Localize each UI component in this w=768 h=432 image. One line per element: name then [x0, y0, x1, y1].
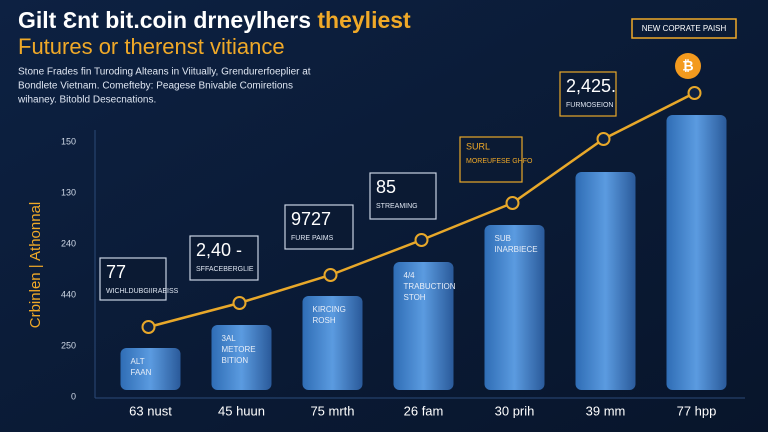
- bar-label: SUB: [495, 234, 511, 243]
- callout-value: 9727: [291, 209, 331, 229]
- bitcoin-symbol: ₿: [682, 58, 693, 74]
- bar: [120, 348, 181, 390]
- callout-caption: STREAMING: [376, 203, 418, 210]
- callout-box: [284, 204, 354, 250]
- bar-label: STOH: [404, 293, 426, 302]
- y-axis-label: 130: [61, 187, 76, 197]
- y-axis-label: 240: [61, 238, 76, 248]
- bar-label: 3AL: [222, 334, 237, 343]
- trend-point: [141, 320, 156, 334]
- x-tick-label: 39 mm: [586, 403, 626, 418]
- bar: [666, 115, 727, 390]
- trend-point: [323, 268, 338, 282]
- y-axis-label: 0: [71, 391, 76, 401]
- callout-caption: FURMOSEION: [566, 102, 613, 109]
- callout-value: SURL: [466, 141, 490, 151]
- bar: [211, 325, 272, 390]
- trend-point: [232, 296, 247, 310]
- callout-value: 2,425.: [566, 76, 616, 96]
- callout-box: [99, 257, 167, 301]
- y-axis-label: 250: [61, 340, 76, 350]
- x-tick-label: 30 prih: [495, 403, 535, 418]
- bar-label: METORE: [222, 345, 256, 354]
- callout-box: [559, 71, 617, 117]
- bar-label: ROSH: [313, 316, 336, 325]
- bar: [302, 296, 363, 390]
- bar-label: ALT: [131, 357, 145, 366]
- callout-caption: WICHLDUBGIIRAEISS: [106, 288, 179, 295]
- bar-label: FAAN: [131, 368, 152, 377]
- callout-box: [459, 136, 523, 183]
- trend-point: [414, 233, 429, 247]
- bar-label: TRABUCTION: [404, 282, 456, 291]
- bar-label: INARBIECE: [495, 245, 538, 254]
- callout-caption: FURE PAIMS: [291, 235, 334, 242]
- x-tick-label: 77 hpp: [677, 403, 717, 418]
- callout-value: 77: [106, 262, 126, 282]
- bar: [393, 262, 454, 390]
- bitcoin-icon: [675, 53, 701, 79]
- trend-point: [505, 196, 520, 210]
- callout-box: [189, 235, 259, 281]
- trend-point: [687, 86, 702, 100]
- badge: NEW COPRATE PAISH: [642, 24, 727, 33]
- bar-label: BITION: [222, 356, 249, 365]
- subtitle: wihaney. Bitobld Desecnations.: [17, 95, 156, 106]
- x-tick-label: 75 mrth: [310, 403, 354, 418]
- x-tick-label: 45 huun: [218, 403, 265, 418]
- callout-value: 2,40 -: [196, 240, 242, 260]
- bar: [484, 225, 545, 390]
- callout-value: 85: [376, 177, 396, 197]
- callout-caption: MOREUFESE GHFO: [466, 158, 533, 165]
- y-axis-label: 150: [61, 136, 76, 146]
- x-tick-label: 26 fam: [404, 403, 444, 418]
- y-axis-label: 440: [61, 289, 76, 299]
- title: Gilt Ɛnt bit.coin drneylhers theyliest: [18, 7, 411, 33]
- x-tick-label: 63 nust: [129, 403, 172, 418]
- badge-box: [631, 18, 737, 39]
- title-line2: Futures or therenst vitiance: [18, 34, 285, 59]
- bar-label: 4/4: [404, 271, 416, 280]
- trend-point: [596, 132, 611, 146]
- callout-box: [369, 172, 437, 220]
- bar-label: KIRCING: [313, 305, 346, 314]
- y-axis-title: Crbinlen | Athonnal: [27, 202, 44, 328]
- subtitle: Bondlete Vietnam. Comefteby: Peagese Bni…: [18, 81, 293, 92]
- subtitle: Stone Frades fin Turoding Alteans in Vii…: [18, 67, 311, 78]
- bar: [575, 172, 636, 390]
- callout-caption: SFFACEBERGLIE: [196, 266, 254, 273]
